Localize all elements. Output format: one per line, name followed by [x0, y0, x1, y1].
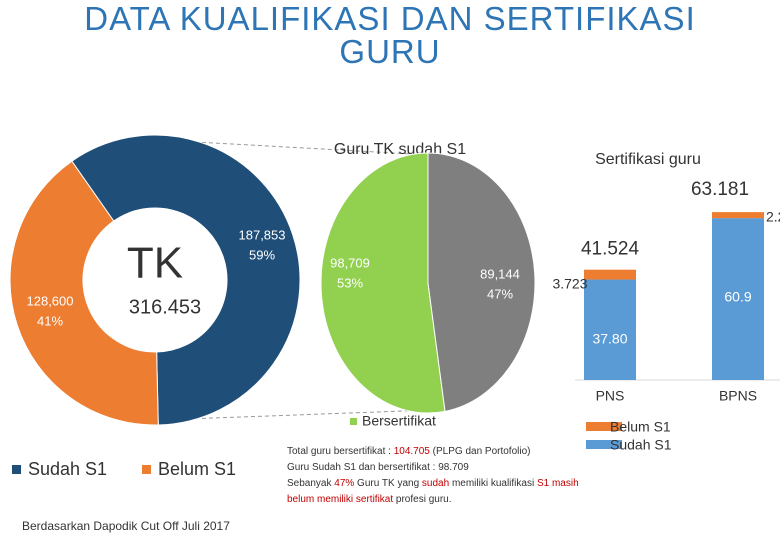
value-label: 3.723 [552, 276, 587, 292]
x-tick-label: PNS [596, 388, 625, 404]
title: DATA KUALIFIKASI DAN SERTIFIKASI GURU [84, 0, 696, 70]
bar-segment [712, 212, 764, 219]
value-label: 60.9 [724, 289, 751, 305]
legend-label: Sudah S1 [28, 459, 107, 479]
value-label: 187,853 [239, 227, 286, 242]
note-text: sudah [421, 478, 450, 489]
connector-line [159, 139, 431, 156]
pie-slice [427, 152, 536, 412]
center-title: TK [127, 239, 183, 288]
total-label: 41.524 [581, 239, 640, 260]
total-label: 63.181 [691, 179, 749, 200]
legend-label: Belum S1 [610, 419, 671, 435]
legend-label: Bersertifikat [362, 413, 436, 429]
legend-swatch [142, 465, 151, 474]
bar-segment [584, 269, 636, 280]
legend-swatch [586, 440, 622, 449]
legend-swatch [350, 418, 357, 425]
note-line: Sebanyak 47% Guru TK yang sudah memiliki… [287, 476, 587, 508]
note-line: Guru Sudah S1 dan bersertifikat : 98.709 [287, 460, 587, 476]
source: Berdasarkan Dapodik Cut Off Juli 2017 [22, 519, 230, 533]
note-text: Guru Sudah S1 dan bersertifikat : 98.709 [287, 462, 469, 473]
legend-swatch [586, 422, 622, 431]
note-text: 47% [334, 478, 355, 489]
note-text: (PLPG dan Portofolio) [429, 446, 531, 457]
donut-slice [71, 134, 301, 426]
note-text: Total guru bersertifikat : [287, 446, 394, 457]
notes: Total guru bersertifikat : 104.705 (PLPG… [287, 444, 587, 508]
note-text: memiliki kualifikasi [449, 478, 537, 489]
note-text: 104.705 [393, 446, 430, 457]
center-label: 316.453 [129, 296, 201, 318]
bar-segment [712, 218, 764, 380]
donut-slice [9, 160, 159, 426]
value-label: 37.80 [592, 331, 627, 347]
x-tick-label: BPNS [719, 388, 757, 404]
pie-slice [320, 152, 446, 414]
percent-label: 53% [337, 275, 363, 290]
note-line: Total guru bersertifikat : 104.705 (PLPG… [287, 444, 587, 460]
percent-label: 41% [37, 313, 63, 328]
note-text: S1 masih belum memiliki sertifikat [287, 478, 579, 505]
percent-label: 47% [487, 286, 513, 301]
percent-label: 59% [249, 247, 275, 262]
value-label: 98,709 [330, 255, 370, 270]
value-label: 128,600 [27, 293, 74, 308]
note-text: profesi guru. [393, 494, 452, 505]
legend-swatch [12, 465, 21, 474]
value-label: 89,144 [480, 266, 520, 281]
legend-label: Sudah S1 [610, 437, 672, 453]
value-label: 2.27 [766, 209, 780, 225]
note-text: Guru TK yang [354, 478, 422, 489]
bar-segment [584, 279, 636, 380]
note-text: Sebanyak [287, 478, 335, 489]
connector-line [159, 409, 431, 421]
chart-title: Sertifikasi guru [595, 151, 701, 168]
legend-label: Belum S1 [158, 459, 236, 479]
